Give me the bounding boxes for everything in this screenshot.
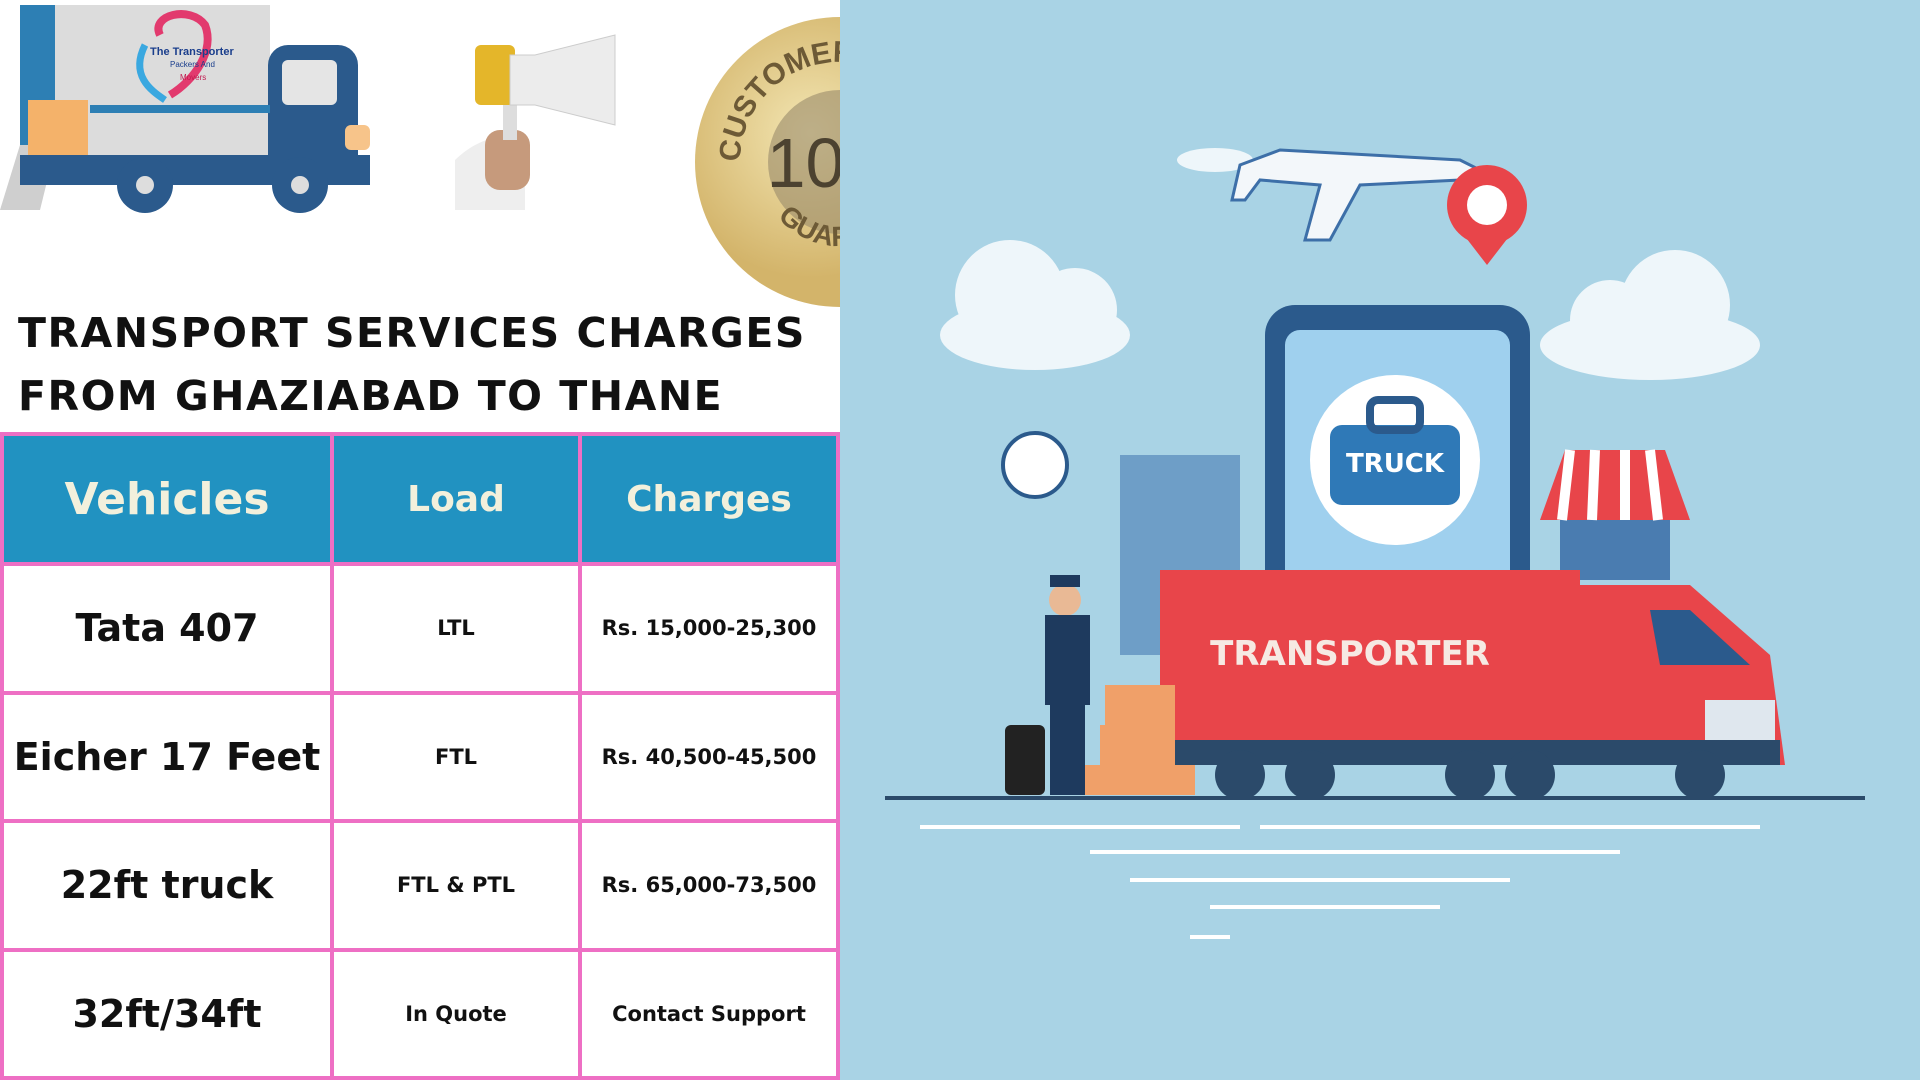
load-cell: FTL	[330, 690, 582, 823]
clock-icon	[1001, 431, 1069, 499]
airplane-icon	[1230, 148, 1484, 242]
left-panel: The Transporter Packers And Movers CUSTO…	[0, 0, 985, 1080]
header-vehicles: Vehicles	[0, 432, 334, 566]
moving-truck-logo: The Transporter Packers And Movers	[0, 5, 370, 213]
megaphone-image	[455, 34, 616, 210]
briefcase-icon	[1330, 425, 1460, 505]
page-title: TRANSPORT SERVICES CHARGES FROM GHAZIABA…	[18, 302, 806, 428]
table-header-row: Vehicles Load Charges	[0, 432, 840, 566]
charges-cell: Contact Support	[578, 947, 840, 1080]
logo-text-3: Movers	[180, 73, 206, 82]
container-icon	[1160, 570, 1580, 745]
vehicle-cell: 22ft truck	[0, 819, 334, 952]
charges-cell: Rs. 15,000-25,300	[578, 562, 840, 695]
table-row: 32ft/34ft In Quote Contact Support	[0, 947, 840, 1080]
title-line-2: FROM GHAZIABAD TO THANE	[18, 372, 724, 420]
charges-cell: Rs. 40,500-45,500	[578, 690, 840, 823]
road-lines	[920, 825, 1760, 939]
title-line-1: TRANSPORT SERVICES CHARGES	[18, 309, 806, 357]
logo-text: The Transporter	[150, 46, 234, 58]
shop-icon	[1540, 449, 1690, 580]
logo-text-2: Packers And	[170, 60, 215, 69]
cloud-icon	[940, 148, 1760, 380]
table-row: Tata 407 LTL Rs. 15,000-25,300	[0, 562, 840, 695]
header-charges: Charges	[578, 432, 840, 566]
vehicle-cell: 32ft/34ft	[0, 947, 334, 1080]
courier-person-icon	[1005, 575, 1090, 795]
charges-table: Vehicles Load Charges Tata 407 LTL Rs. 1…	[0, 432, 840, 1080]
boxes-icon	[1085, 685, 1195, 795]
vehicle-cell: Tata 407	[0, 562, 334, 695]
vehicle-cell: Eicher 17 Feet	[0, 690, 334, 823]
load-cell: In Quote	[330, 947, 582, 1080]
charges-cell: Rs. 65,000-73,500	[578, 819, 840, 952]
load-cell: FTL & PTL	[330, 819, 582, 952]
table-row: Eicher 17 Feet FTL Rs. 40,500-45,500	[0, 690, 840, 823]
transport-illustration: TRUCK TRANSPORTER	[840, 0, 1920, 1080]
load-cell: LTL	[330, 562, 582, 695]
phone-label: TRUCK	[1346, 449, 1445, 479]
table-row: 22ft truck FTL & PTL Rs. 65,000-73,500	[0, 819, 840, 952]
truck-label: TRANSPORTER	[1210, 634, 1490, 674]
header-load: Load	[330, 432, 582, 566]
wheel-icon	[1215, 750, 1725, 800]
location-pin-icon	[1447, 165, 1527, 265]
